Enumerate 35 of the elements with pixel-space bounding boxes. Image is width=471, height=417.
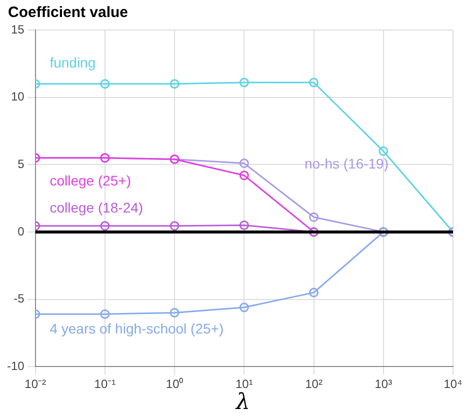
series-label: college (25+) (50, 172, 132, 188)
point (100, 221, 110, 231)
point (378, 146, 388, 156)
series-label: 4 years of high-school (25+) (50, 320, 224, 336)
x-tick-label: 10⁰ (166, 377, 184, 392)
x-tick-label: 10² (305, 377, 322, 392)
point (100, 309, 110, 319)
series-label: college (18-24) (50, 199, 144, 216)
y-tick-label: 5 (18, 156, 25, 171)
point (309, 78, 319, 88)
series-label: funding (50, 54, 96, 71)
point (239, 220, 249, 230)
y-tick-label: 10 (10, 90, 25, 104)
point (239, 170, 249, 180)
point (309, 288, 319, 298)
y-tick-label: -5 (14, 292, 25, 306)
y-tick-label: 0 (18, 224, 25, 238)
point (239, 158, 249, 168)
x-tick-label: 10⁻¹ (94, 377, 116, 392)
x-tick-label: 10³ (374, 377, 392, 392)
x-tick-label: 10⁴ (444, 377, 462, 392)
point (309, 212, 319, 222)
y-tick-label: -10 (7, 358, 25, 373)
x-tick-label: 10⁻² (24, 377, 46, 392)
x-axis-title: λ (236, 390, 250, 415)
x-tick-label: 10¹ (236, 377, 253, 392)
point (170, 79, 180, 89)
chart-title: Coefficient value (8, 4, 128, 21)
text: no-hs (16-19) (304, 156, 389, 172)
point (239, 302, 249, 312)
y-tick-label: 15 (10, 22, 25, 36)
point (239, 78, 249, 88)
point (170, 221, 180, 231)
point (100, 79, 110, 89)
point (170, 308, 180, 318)
